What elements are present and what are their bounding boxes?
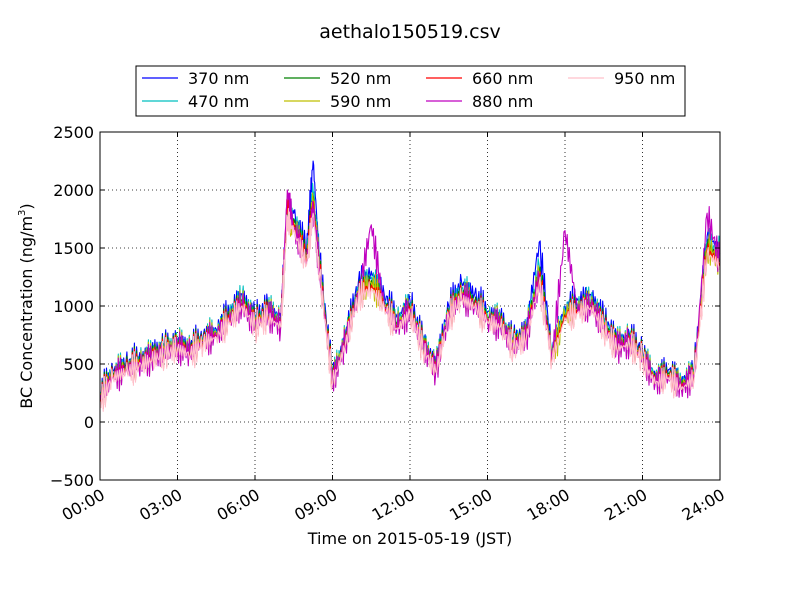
legend-label: 660 nm [472,69,533,88]
x-axis-label: Time on 2015-05-19 (JST) [307,529,512,548]
legend-label: 590 nm [330,92,391,111]
series-line [99,207,721,412]
grid-lines [100,132,720,480]
legend-item: 660 nm [426,69,533,88]
legend-item: 590 nm [284,92,391,111]
y-tick-label: 2000 [53,181,94,200]
legend-item: 470 nm [142,92,249,111]
legend-item: 880 nm [426,92,533,111]
legend-box [135,65,686,117]
y-tick-label: 1000 [53,297,94,316]
legend-item: 520 nm [284,69,391,88]
legend-item: 950 nm [568,69,675,88]
legend-label: 370 nm [188,69,249,88]
y-axis-label: BC Concentration (ng/m3) [17,203,36,408]
legend-label: 880 nm [472,92,533,111]
legend-label: 470 nm [188,92,249,111]
legend: 370 nm 470 nm 520 nm 590 nm 660 nm 880 nm 950 … [135,65,686,117]
legend-item: 370 nm [142,69,249,88]
y-tick-label: 1500 [53,239,94,258]
y-tick-labels: 2500 2000 1500 1000 500 0 −500 [50,123,94,490]
y-tick-label: 500 [63,355,94,374]
axis-ticks [99,131,721,481]
y-axis-label-superscript: 3 [17,210,28,216]
y-axis-label-close: ) [17,203,36,209]
legend-label: 950 nm [614,69,675,88]
chart-title: aethalo150519.csv [319,21,501,43]
y-axis-label-main: BC Concentration (ng/m [17,216,36,409]
y-tick-label: 0 [84,413,94,432]
series-line [99,189,721,401]
y-tick-label: 2500 [53,123,94,142]
legend-label: 520 nm [330,69,391,88]
y-tick-label: −500 [50,471,94,490]
legend-items: 370 nm 470 nm 520 nm 590 nm 660 nm 880 nm 950 … [142,69,675,111]
series-lines [99,160,721,412]
